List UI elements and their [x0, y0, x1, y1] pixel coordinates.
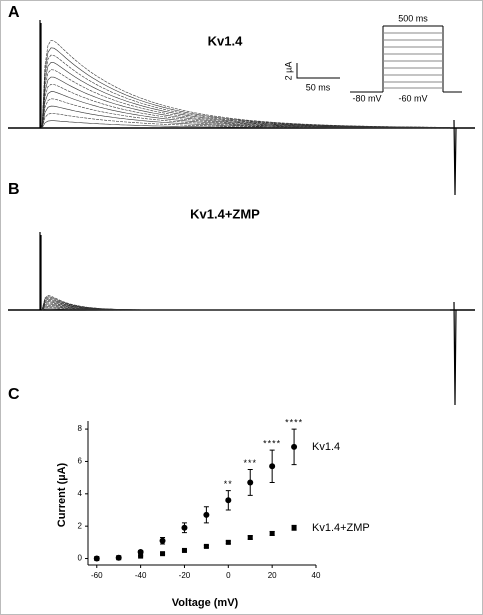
data-point	[269, 463, 276, 470]
data-point	[137, 549, 144, 556]
x-tick-label: 0	[226, 571, 231, 580]
current-trace	[41, 54, 450, 129]
data-point	[203, 511, 210, 518]
protocol-step: -60 mV	[398, 93, 427, 103]
significance: ***	[243, 458, 257, 468]
data-point	[159, 537, 166, 544]
scale-bar-y: 2 µA	[283, 62, 293, 81]
current-trace	[41, 98, 450, 129]
data-point	[160, 551, 166, 557]
panel-title: Kv1.4+ZMP	[190, 206, 260, 221]
data-point	[291, 525, 297, 531]
protocol-duration: 500 ms	[398, 13, 428, 23]
data-point	[138, 553, 144, 559]
data-point	[225, 497, 232, 504]
data-point	[94, 556, 100, 562]
panel-label: B	[8, 181, 20, 198]
scale-bar-x: 50 ms	[306, 82, 331, 92]
data-point	[181, 524, 188, 531]
significance: ****	[285, 417, 303, 427]
current-trace	[41, 295, 450, 311]
protocol-holding: -80 mV	[352, 93, 381, 103]
current-trace	[41, 62, 450, 129]
y-tick-label: 8	[78, 424, 83, 433]
significance: **	[224, 479, 233, 489]
current-trace	[41, 69, 450, 129]
data-point	[291, 443, 298, 450]
data-point	[269, 530, 275, 536]
panel-label: A	[8, 4, 20, 21]
y-axis-title: Current (µA)	[56, 462, 68, 527]
data-point	[203, 543, 209, 549]
y-tick-label: 6	[78, 457, 83, 466]
x-tick-label: 20	[268, 571, 277, 580]
data-point	[225, 539, 231, 545]
capacitive-spike	[39, 20, 42, 128]
y-tick-label: 0	[78, 554, 83, 563]
data-point	[181, 547, 187, 553]
series-label: Kv1.4	[312, 441, 340, 453]
capacitive-spike	[39, 232, 42, 310]
current-trace	[41, 83, 450, 129]
x-tick-label: 40	[312, 571, 321, 580]
current-trace	[41, 297, 450, 311]
data-point	[247, 534, 253, 540]
y-tick-label: 2	[78, 521, 83, 530]
x-tick-label: -40	[135, 571, 147, 580]
protocol-inset	[350, 25, 462, 93]
x-tick-label: -60	[91, 571, 103, 580]
panel-label: C	[8, 386, 20, 403]
tail-spike	[453, 119, 457, 196]
series-label: Kv1.4+ZMP	[312, 522, 370, 534]
current-trace	[41, 40, 451, 129]
x-tick-label: -20	[179, 571, 191, 580]
current-trace	[41, 296, 450, 311]
tail-spike	[453, 301, 457, 406]
significance: ****	[263, 438, 281, 448]
x-axis-title: Voltage (mV)	[172, 597, 239, 609]
data-point	[116, 555, 122, 561]
y-tick-label: 4	[78, 489, 83, 498]
scale-bar	[296, 63, 340, 79]
panel-title: Kv1.4	[208, 33, 243, 48]
data-point	[247, 479, 254, 486]
